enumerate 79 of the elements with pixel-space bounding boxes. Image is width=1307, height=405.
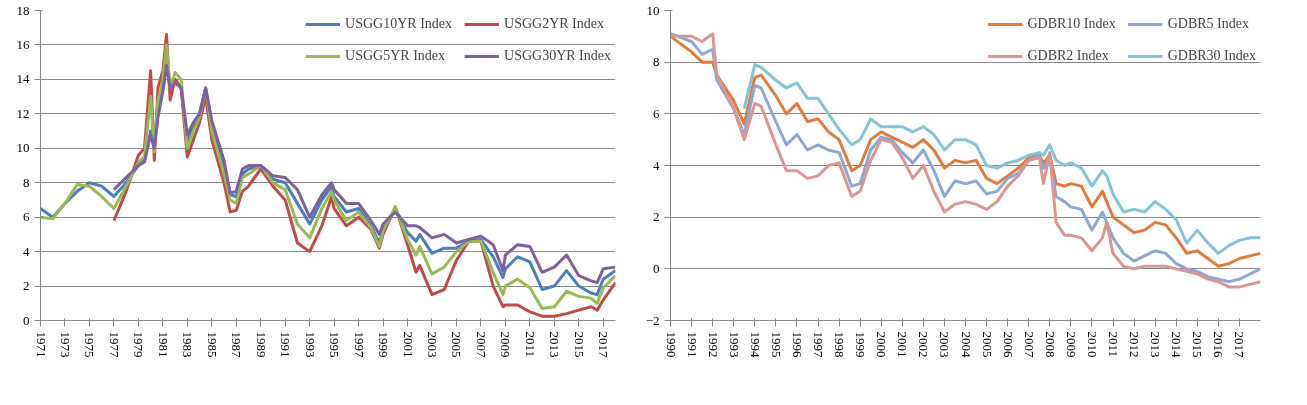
x-tick-label: 1999 [853, 331, 869, 358]
y-tick-label: 6 [653, 105, 660, 121]
x-tick-label: 1981 [155, 331, 171, 358]
y-tick-label: 2 [653, 209, 660, 225]
y-tick-label: 10 [16, 140, 30, 156]
y-tick-label: 0 [23, 312, 30, 328]
x-tick-label: 1987 [229, 331, 245, 358]
y-tick-label: −2 [645, 312, 660, 328]
x-tick-label: 1995 [327, 331, 343, 358]
x-tick-label: 2010 [1084, 331, 1100, 358]
x-tick-label: 1993 [302, 331, 318, 358]
legend-label: GDBR5 Index [1167, 16, 1249, 32]
x-tick-label: 2001 [400, 331, 416, 358]
x-tick-label: 2017 [596, 331, 612, 358]
x-tick-label: 2006 [1000, 331, 1016, 358]
y-tick-label: 0 [653, 260, 660, 276]
x-tick-label: 1992 [705, 331, 721, 358]
x-tick-label: 2003 [424, 331, 440, 358]
x-tick-label: 1993 [726, 331, 742, 358]
legend-label: USGG5YR Index [345, 48, 446, 64]
x-tick-label: 2002 [916, 331, 932, 358]
legend-label: GDBR2 Index [1027, 48, 1109, 64]
x-tick-label: 1977 [106, 331, 122, 358]
y-tick-label: 8 [23, 174, 30, 190]
x-tick-label: 1995 [768, 331, 784, 358]
x-tick-label: 2011 [522, 331, 538, 358]
x-tick-label: 1989 [253, 331, 269, 358]
x-tick-label: 2008 [1042, 331, 1058, 358]
x-tick-label: 2012 [1127, 331, 1143, 358]
x-tick-label: 1990 [663, 331, 679, 358]
legend-label: GDBR30 Index [1167, 48, 1256, 64]
x-tick-label: 2000 [874, 331, 890, 358]
y-tick-label: 16 [16, 36, 30, 52]
y-tick-label: 4 [653, 157, 660, 173]
x-tick-label: 1985 [204, 331, 220, 358]
x-tick-label: 1994 [747, 331, 763, 358]
x-tick-label: 1973 [57, 331, 73, 358]
y-tick-label: 14 [16, 71, 30, 87]
x-tick-label: 2003 [937, 331, 953, 358]
x-tick-label: 1997 [351, 331, 367, 358]
x-tick-label: 2013 [1148, 331, 1164, 358]
x-tick-label: 1999 [376, 331, 392, 358]
x-tick-label: 2016 [1211, 331, 1227, 358]
line-series [112, 64, 616, 285]
x-tick-label: 2015 [1190, 331, 1206, 358]
x-tick-label: 2017 [1232, 331, 1248, 358]
x-tick-label: 2007 [1021, 331, 1037, 358]
x-tick-label: 2014 [1169, 331, 1185, 358]
x-tick-label: 2015 [571, 331, 587, 358]
x-tick-label: 1998 [832, 331, 848, 358]
y-tick-label: 2 [23, 278, 30, 294]
y-tick-label: 4 [23, 243, 30, 259]
y-tick-label: 10 [646, 2, 660, 18]
x-tick-label: 2011 [1106, 331, 1121, 358]
x-tick-label: 2004 [958, 331, 974, 358]
x-tick-label: 2007 [473, 331, 489, 358]
legend-label: USGG30YR Index [504, 48, 611, 64]
x-tick-label: 1996 [789, 331, 805, 358]
y-tick-label: 18 [16, 2, 30, 18]
legend-label: USGG2YR Index [504, 16, 604, 32]
x-tick-label: 1975 [82, 331, 98, 358]
x-tick-label: 1991 [278, 331, 294, 358]
x-tick-label: 1991 [684, 331, 700, 358]
x-tick-label: 2005 [979, 331, 995, 358]
x-tick-label: 2001 [895, 331, 911, 358]
x-tick-label: 1983 [180, 331, 196, 358]
x-tick-label: 2013 [547, 331, 563, 358]
y-tick-label: 12 [16, 105, 30, 121]
x-tick-label: 2009 [1063, 331, 1079, 358]
line-series [742, 63, 1261, 255]
x-tick-label: 1971 [33, 331, 49, 358]
y-tick-label: 8 [653, 54, 660, 70]
x-tick-label: 1997 [811, 331, 826, 358]
x-tick-label: 2009 [498, 331, 514, 358]
legend-label: GDBR10 Index [1027, 16, 1116, 32]
legend-label: USGG10YR Index [345, 16, 453, 32]
x-tick-label: 1979 [131, 331, 147, 358]
y-tick-label: 6 [23, 209, 30, 225]
x-tick-label: 2005 [449, 331, 465, 358]
